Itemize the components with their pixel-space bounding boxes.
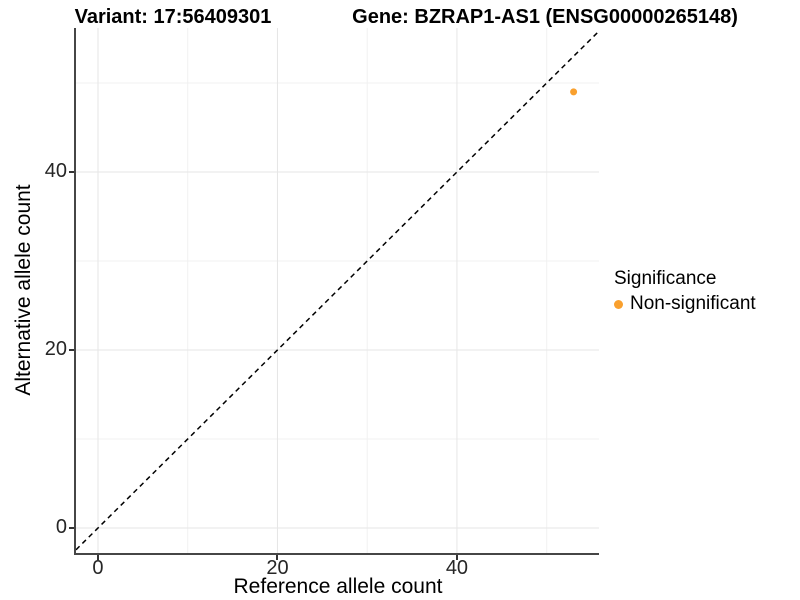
y-tick [69,170,74,173]
plot-title-variant: Variant: 17:56409301 [74,6,272,28]
x-tick [276,555,279,560]
x-tick-label: 20 [266,557,289,579]
legend-point-icon [614,299,623,309]
y-tick [69,348,74,351]
plot-canvas [76,28,599,553]
legend-title: Significance [614,268,717,289]
identity-line [76,30,599,551]
plot-panel [74,28,599,555]
x-tick-label: 0 [92,557,104,579]
y-tick [69,526,74,529]
y-tick-label: 40 [44,159,67,182]
legend: Significance Non-significant [614,268,756,315]
data-point [570,88,578,96]
plot-title-gene: Gene: BZRAP1-AS1 (ENSG00000265148) [352,6,738,28]
x-tick [96,555,99,560]
x-tick [455,555,458,560]
y-tick-label: 20 [44,337,67,360]
legend-item-label: Non-significant [630,293,756,314]
y-tick-label: 0 [55,515,67,538]
legend-item: Non-significant [614,293,756,315]
x-tick-label: 40 [445,557,469,579]
x-axis-label: Reference allele count [233,575,443,598]
y-axis-label: Alternative allele count [12,184,35,396]
